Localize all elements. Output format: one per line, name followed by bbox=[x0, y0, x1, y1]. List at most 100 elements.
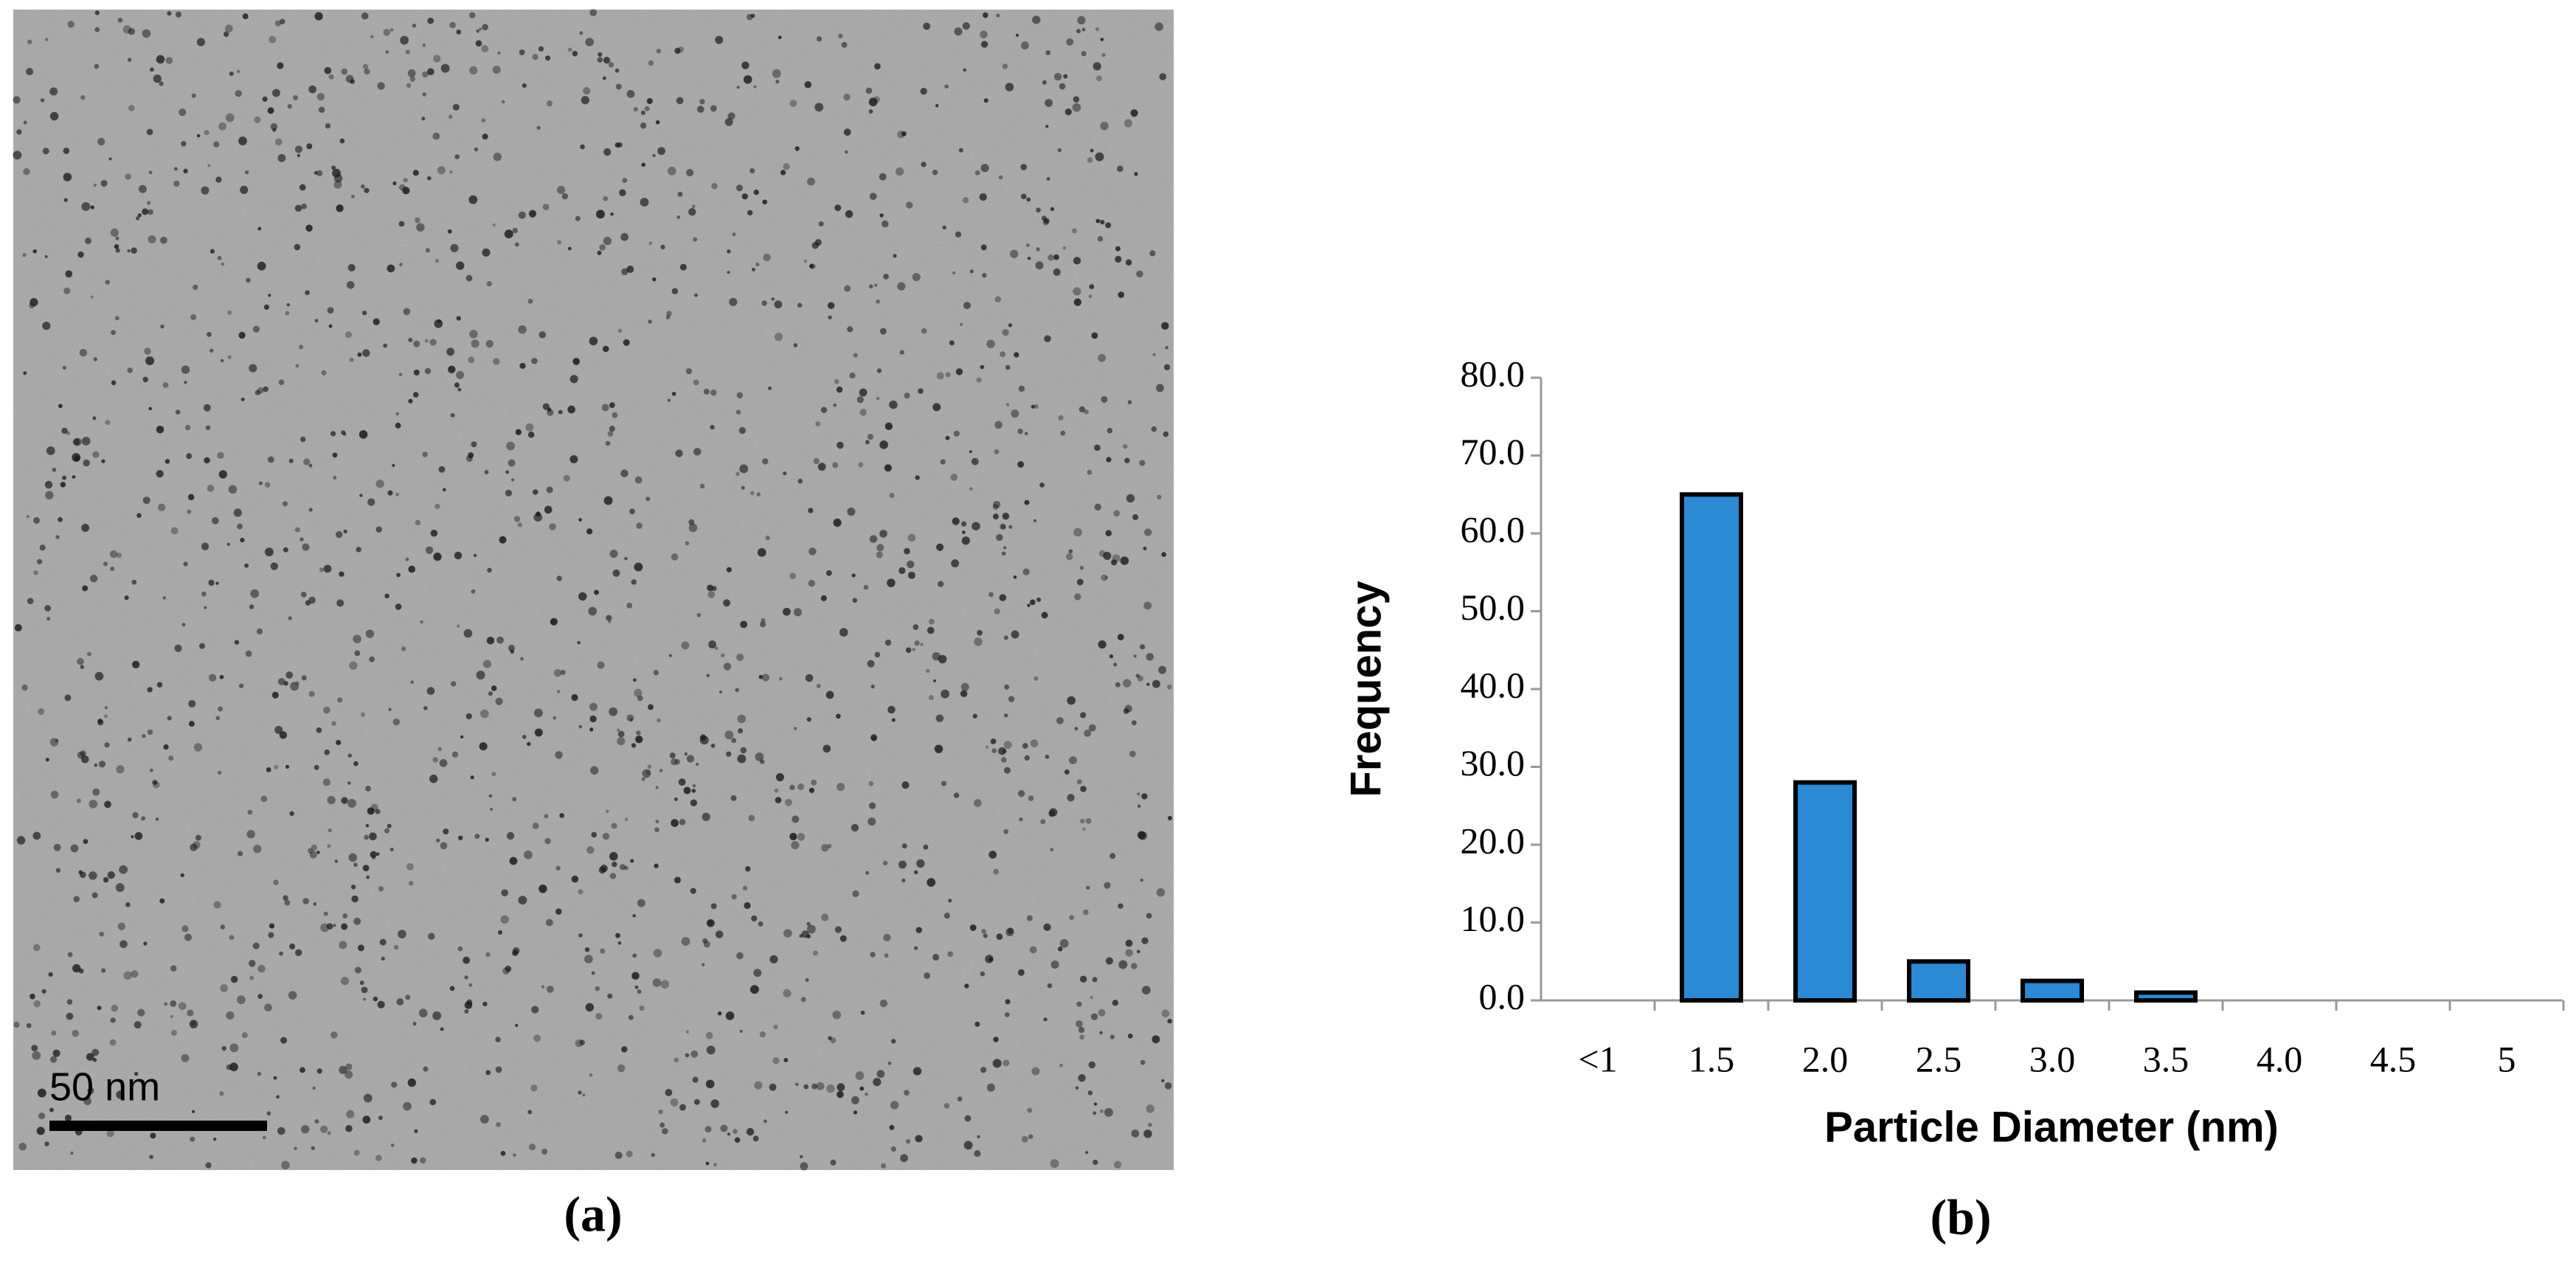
particle bbox=[1152, 679, 1160, 688]
particle bbox=[1086, 885, 1090, 890]
particle bbox=[438, 466, 446, 473]
particle bbox=[794, 727, 797, 730]
particle bbox=[675, 449, 683, 457]
particle bbox=[302, 898, 309, 904]
particle bbox=[905, 201, 913, 209]
particle bbox=[482, 24, 488, 31]
particle bbox=[373, 318, 380, 325]
particle bbox=[103, 877, 109, 883]
particle bbox=[617, 328, 623, 333]
particle bbox=[180, 873, 184, 878]
particle bbox=[364, 187, 370, 193]
particle bbox=[495, 697, 503, 705]
particle bbox=[204, 606, 207, 609]
particle bbox=[149, 67, 154, 72]
particle bbox=[639, 1005, 645, 1011]
particle bbox=[904, 547, 910, 555]
particle bbox=[849, 372, 856, 379]
particle bbox=[414, 1129, 418, 1133]
particle bbox=[44, 255, 48, 258]
particle bbox=[683, 786, 691, 795]
particle bbox=[524, 850, 533, 859]
particle bbox=[542, 403, 550, 410]
particle bbox=[690, 799, 698, 806]
particle bbox=[879, 999, 888, 1008]
particle bbox=[23, 371, 27, 376]
particle bbox=[603, 195, 609, 201]
particle bbox=[588, 606, 598, 616]
x-tick-label: 3.5 bbox=[2143, 1038, 2189, 1079]
x-tick-label: 5 bbox=[2498, 1038, 2516, 1079]
particle bbox=[847, 508, 856, 516]
particle bbox=[322, 778, 331, 786]
particle bbox=[600, 865, 608, 873]
particle bbox=[752, 1135, 759, 1142]
particle bbox=[1137, 831, 1146, 840]
particle bbox=[1050, 1159, 1059, 1169]
particle bbox=[591, 971, 595, 975]
particle bbox=[595, 1013, 603, 1020]
particle bbox=[345, 1124, 353, 1132]
particle bbox=[434, 503, 440, 510]
y-tick-label: 0.0 bbox=[1479, 975, 1526, 1017]
particle bbox=[42, 321, 51, 331]
particle bbox=[793, 608, 802, 617]
particle bbox=[354, 966, 361, 974]
particle bbox=[753, 969, 762, 977]
particle bbox=[913, 946, 918, 950]
particle bbox=[1022, 568, 1030, 575]
particle bbox=[48, 972, 53, 977]
particle bbox=[932, 651, 941, 661]
particle bbox=[874, 63, 881, 70]
particle bbox=[391, 1082, 398, 1088]
particle bbox=[637, 695, 643, 702]
particle bbox=[388, 707, 392, 711]
particle bbox=[889, 492, 895, 499]
particle bbox=[890, 1101, 899, 1110]
particle bbox=[755, 752, 764, 761]
particle bbox=[710, 1099, 719, 1108]
particle bbox=[879, 213, 884, 218]
particle bbox=[433, 553, 442, 561]
particle bbox=[495, 1066, 502, 1073]
particle bbox=[479, 742, 488, 751]
particle bbox=[1079, 1034, 1085, 1040]
particle bbox=[988, 592, 994, 598]
particle bbox=[685, 1053, 690, 1058]
particle bbox=[449, 170, 453, 174]
x-tick-label: 2.0 bbox=[1802, 1038, 1849, 1079]
particle bbox=[256, 628, 263, 634]
particle bbox=[98, 761, 106, 768]
particle bbox=[141, 816, 146, 821]
particle bbox=[314, 1119, 319, 1124]
particle bbox=[165, 459, 170, 464]
particle bbox=[679, 263, 687, 271]
particle bbox=[207, 164, 211, 167]
particle bbox=[1104, 1107, 1113, 1117]
particle bbox=[44, 1141, 49, 1146]
particle bbox=[336, 739, 342, 746]
particle bbox=[1092, 977, 1098, 983]
particle bbox=[218, 770, 222, 775]
particle bbox=[868, 817, 876, 826]
particle bbox=[496, 1121, 502, 1128]
particle bbox=[224, 32, 229, 38]
particle bbox=[1075, 1086, 1079, 1090]
particle bbox=[277, 1127, 285, 1135]
particle bbox=[615, 83, 622, 90]
particle bbox=[357, 944, 364, 952]
particle bbox=[825, 570, 832, 576]
particle bbox=[993, 868, 999, 875]
particle bbox=[485, 339, 494, 348]
particle bbox=[983, 12, 988, 18]
particle bbox=[674, 797, 678, 801]
particle bbox=[533, 489, 539, 495]
particle bbox=[157, 503, 166, 511]
particle bbox=[259, 481, 263, 485]
particle bbox=[150, 1132, 156, 1139]
particle bbox=[676, 215, 681, 219]
particle bbox=[1095, 152, 1104, 162]
particle bbox=[915, 1135, 923, 1143]
particle bbox=[621, 268, 629, 275]
particle bbox=[162, 596, 166, 600]
